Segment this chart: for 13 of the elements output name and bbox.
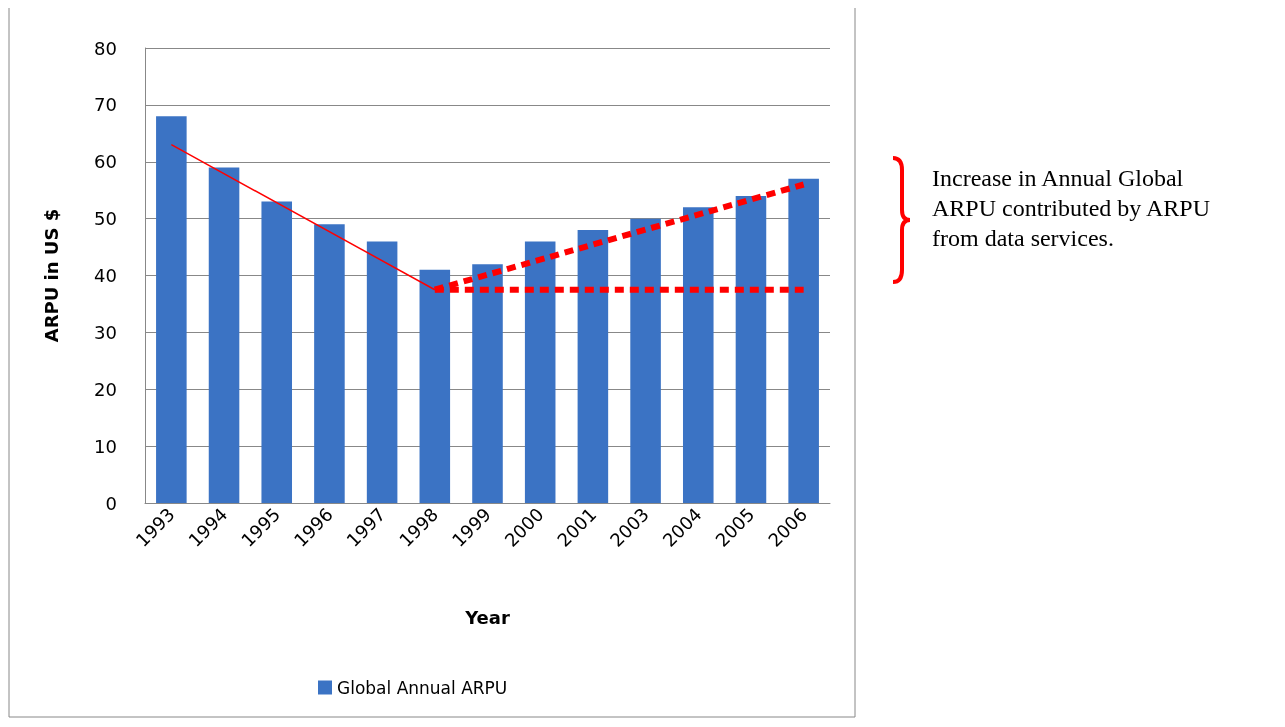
- y-tick-label: 10: [94, 435, 117, 457]
- y-tick-label: 20: [94, 378, 117, 400]
- y-tick-label: 80: [94, 37, 117, 59]
- y-tick-label: 0: [105, 492, 117, 514]
- x-axis-title: Year: [464, 606, 510, 628]
- y-tick-label: 60: [94, 151, 117, 173]
- y-tick-label: 40: [94, 265, 117, 286]
- y-tick-label: 70: [94, 94, 117, 116]
- y-axis-title: ARPU in US $: [40, 208, 62, 343]
- legend-label: Global Annual ARPU: [337, 677, 508, 698]
- y-tick-label: 30: [94, 321, 117, 343]
- y-tick-label: 50: [94, 208, 117, 230]
- text: Increase in Annual Global ARPU contributed by ARPU from data services.: [932, 165, 1217, 251]
